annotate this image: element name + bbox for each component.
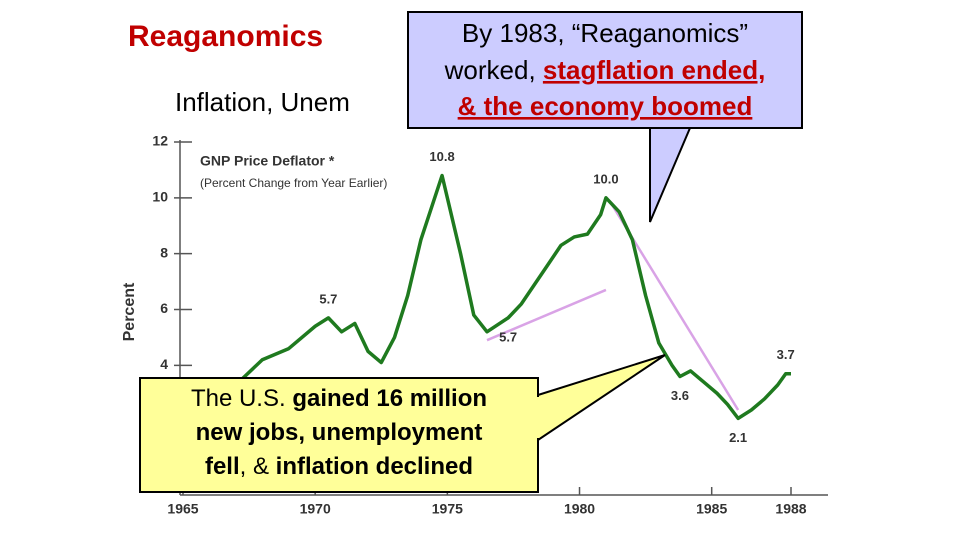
callout-text: The U.S. — [191, 385, 292, 412]
annotation: 10.8 — [429, 149, 454, 164]
y-tick-label: 8 — [160, 244, 168, 260]
annotation: 5.7 — [499, 329, 517, 344]
callout-text: By 1983, “Reaganomics” — [462, 18, 748, 48]
x-tick-label: 1970 — [300, 501, 331, 517]
x-tick-label: 1988 — [775, 501, 806, 517]
callout-box — [139, 377, 539, 493]
x-tick-label: 1975 — [432, 501, 463, 517]
callout-text: fell — [205, 453, 240, 480]
callout-text: stagflation ended, — [543, 55, 765, 85]
callout-text: new jobs, unemployment — [196, 419, 483, 446]
callout-line: By 1983, “Reaganomics” — [462, 18, 748, 48]
callout-tail — [537, 354, 666, 442]
callout-line: & the economy boomed — [458, 91, 753, 121]
y-tick-label: 4 — [160, 356, 168, 372]
slide-title: Reaganomics — [128, 20, 323, 53]
callout-tail — [560, 127, 692, 223]
callout-text: worked, — [444, 55, 543, 85]
callout-line: fell, & inflation declined — [205, 453, 473, 480]
data-line — [181, 173, 791, 428]
x-tick-label: 1985 — [696, 501, 727, 517]
y-tick-label: 10 — [152, 189, 168, 205]
trend-line — [486, 288, 607, 342]
chart-subtitle: (Percent Change from Year Earlier) — [200, 176, 387, 190]
annotation: 3.6 — [671, 388, 689, 403]
y-tick-label: 12 — [152, 133, 168, 149]
annotation: 3.7 — [777, 347, 795, 362]
annotation: 2.1 — [729, 430, 747, 445]
callout-line: The U.S. gained 16 million — [191, 385, 487, 412]
callout-text: gained 16 million — [292, 385, 487, 412]
chart-title: GNP Price Deflator * — [200, 153, 335, 169]
y-axis-label: Percent — [121, 282, 138, 341]
callout-line: new jobs, unemployment — [196, 419, 483, 446]
x-tick-label: 1965 — [167, 501, 198, 517]
y-tick-label: 6 — [160, 300, 168, 316]
x-tick-label: 1980 — [564, 501, 595, 517]
callout-line: worked, stagflation ended, — [444, 55, 766, 85]
callout-text: , & — [240, 453, 276, 480]
callout-box — [407, 11, 803, 129]
callout-text: inflation declined — [276, 453, 473, 480]
annotation: 5.7 — [319, 291, 337, 306]
plot: GNP Price Deflator * (Percent Change fro… — [121, 133, 828, 517]
slide-subtitle: Inflation, Unem — [175, 87, 350, 117]
callout-text: & the economy boomed — [458, 91, 753, 121]
annotation: 10.0 — [593, 171, 618, 186]
